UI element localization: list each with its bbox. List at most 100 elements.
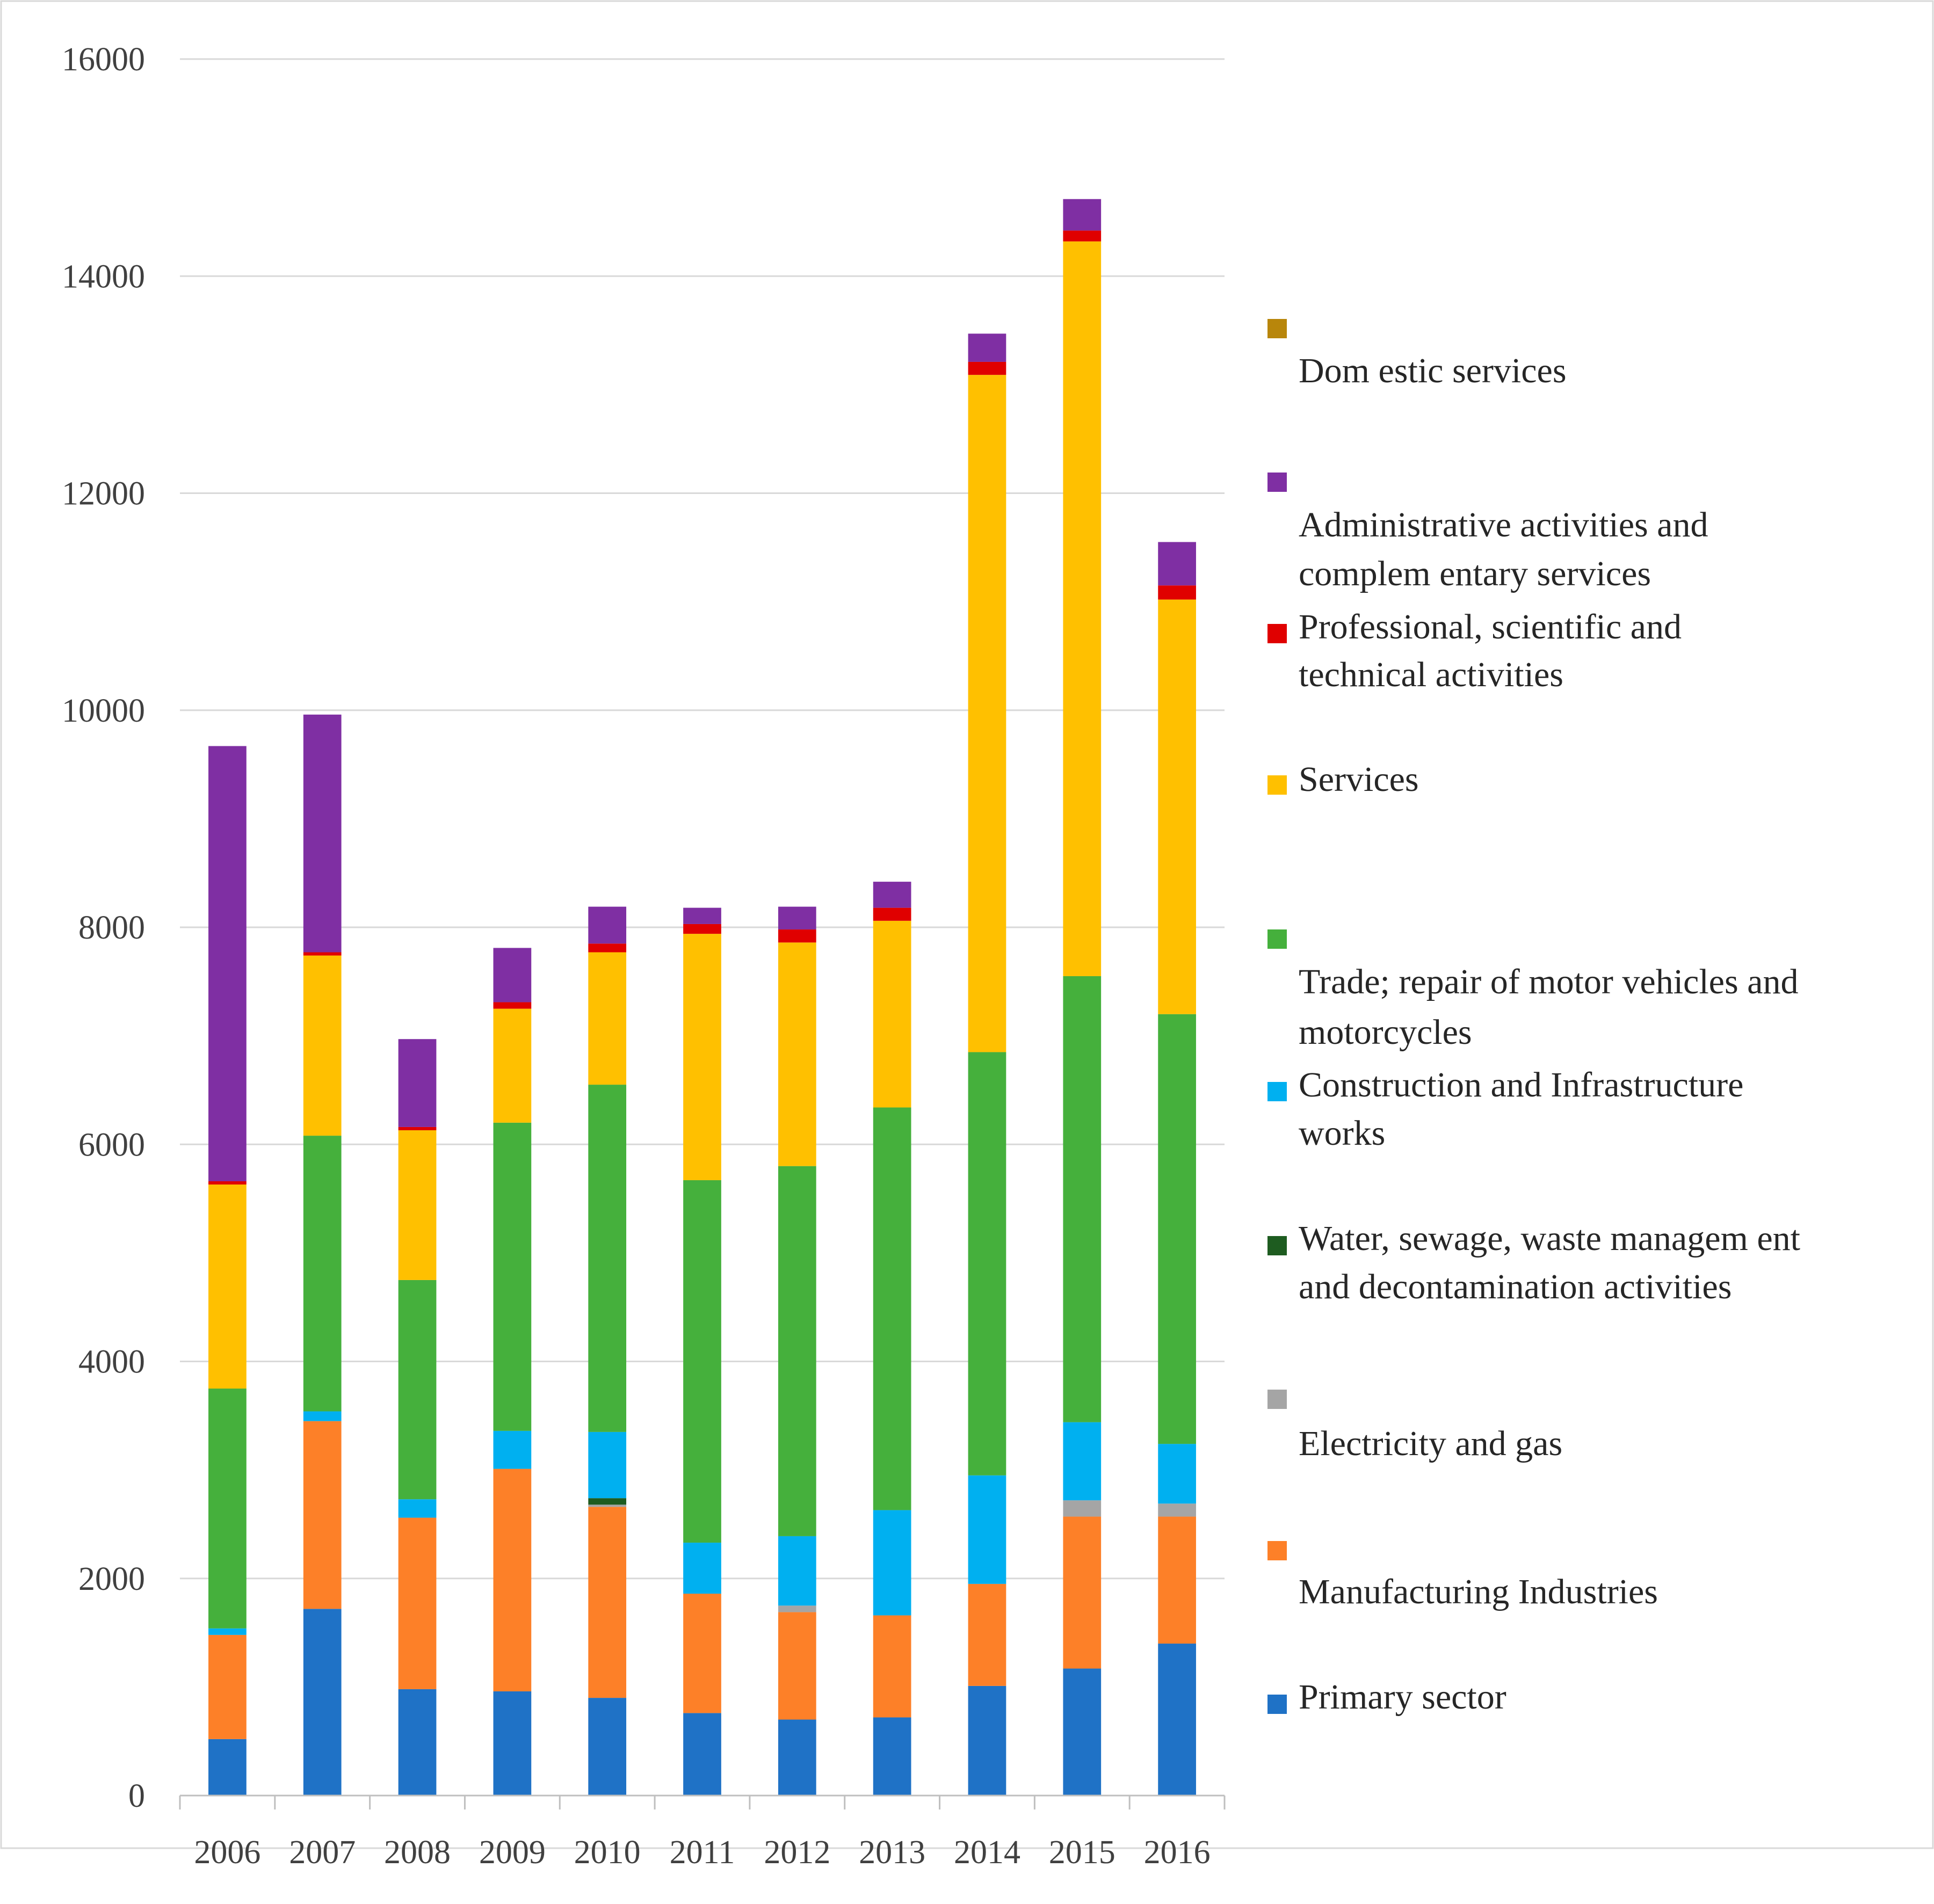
bar-segment xyxy=(588,1431,627,1499)
bar-segment xyxy=(1158,1014,1196,1444)
bar-segment xyxy=(778,1719,816,1796)
y-tick-label: 0 xyxy=(128,1778,145,1814)
x-tick-label: 2008 xyxy=(384,1834,451,1871)
bar-segment xyxy=(1063,199,1102,231)
legend-swatch xyxy=(1267,1541,1287,1560)
legend-label: Services xyxy=(1299,760,1419,799)
bar-segment xyxy=(493,1691,532,1796)
y-tick-label: 14000 xyxy=(62,258,145,295)
bar-segment xyxy=(778,906,816,930)
y-tick-label: 6000 xyxy=(78,1127,145,1163)
bar-segment xyxy=(1063,230,1102,242)
bar-segment xyxy=(968,1052,1006,1476)
x-tick-label: 2012 xyxy=(764,1834,830,1871)
bar-segment xyxy=(588,1505,627,1507)
bar-segment xyxy=(588,952,627,1085)
bar-segment xyxy=(303,714,342,953)
bar-segment xyxy=(588,1507,627,1698)
bar-segment xyxy=(588,1698,627,1796)
legend-label: Primary sector xyxy=(1299,1677,1506,1717)
bar-segment xyxy=(1158,1503,1196,1517)
bar-segment xyxy=(208,1634,247,1739)
legend-swatch xyxy=(1267,1390,1287,1409)
bar-segment xyxy=(588,1085,627,1432)
bar-segment xyxy=(398,1280,437,1500)
bar-segment xyxy=(968,375,1006,1052)
bar-segment xyxy=(398,1499,437,1518)
bar-segment xyxy=(208,1181,247,1185)
bar-segment xyxy=(968,1583,1006,1686)
legend-label: Manufacturing Industries xyxy=(1299,1572,1658,1611)
bars xyxy=(208,199,1196,1796)
bar-segment xyxy=(208,1739,247,1796)
bar-segment xyxy=(873,1107,911,1510)
bar-segment xyxy=(1063,1500,1102,1517)
bar-segment xyxy=(1158,599,1196,1014)
legend-label: complem entary services xyxy=(1299,554,1651,593)
bar-segment xyxy=(493,1002,532,1009)
y-tick-label: 2000 xyxy=(78,1561,145,1597)
y-tick-label: 10000 xyxy=(62,693,145,729)
bar-segment xyxy=(1063,1516,1102,1669)
legend-swatch xyxy=(1267,1236,1287,1255)
legend-label: Trade; repair of motor vehicles and xyxy=(1299,962,1798,1001)
bar-segment xyxy=(1063,1422,1102,1501)
legend-label: Electricity and gas xyxy=(1299,1424,1562,1463)
bar-segment xyxy=(873,1615,911,1718)
bar-segment xyxy=(683,1180,721,1543)
bar-segment xyxy=(398,1127,437,1130)
x-tick-label: 2011 xyxy=(670,1834,735,1871)
x-tick-label: 2016 xyxy=(1144,1834,1211,1871)
bar-segment xyxy=(683,1713,721,1796)
bar-segment xyxy=(588,906,627,944)
y-tick-label: 12000 xyxy=(62,476,145,512)
x-tick-label: 2014 xyxy=(954,1834,1020,1871)
bar-segment xyxy=(968,361,1006,375)
bar-segment xyxy=(683,924,721,934)
legend-label: Construction and Infrastructure xyxy=(1299,1065,1743,1104)
bar-segment xyxy=(778,929,816,943)
legend-swatch xyxy=(1267,929,1287,949)
bar-segment xyxy=(588,943,627,953)
x-tick-label: 2015 xyxy=(1049,1834,1116,1871)
legend-label: technical activities xyxy=(1299,655,1563,694)
y-tick-label: 16000 xyxy=(62,41,145,78)
legend-label: works xyxy=(1299,1114,1385,1153)
x-tick-label: 2007 xyxy=(289,1834,356,1871)
x-tick-label: 2013 xyxy=(859,1834,925,1871)
bar-segment xyxy=(398,1689,437,1796)
bar-segment xyxy=(1158,1516,1196,1644)
bar-segment xyxy=(1158,542,1196,586)
bar-segment xyxy=(208,1184,247,1389)
bar-segment xyxy=(303,1411,342,1421)
bar-segment xyxy=(873,1510,911,1616)
bar-segment xyxy=(398,1039,437,1127)
legend-swatch xyxy=(1267,775,1287,795)
bar-segment xyxy=(208,1389,247,1629)
axes: 0 2000 4000 6000 8000 10000 12000 14000 16000 200… xyxy=(62,41,1226,1871)
bar-segment xyxy=(303,1421,342,1609)
bar-segment xyxy=(208,746,247,1181)
bar-segment xyxy=(398,1130,437,1280)
legend-swatch xyxy=(1267,624,1287,643)
legend-label: Dom estic services xyxy=(1299,351,1567,390)
y-tick-label: 8000 xyxy=(78,910,145,946)
bar-segment xyxy=(968,333,1006,362)
legend-swatch xyxy=(1267,1082,1287,1101)
x-tick-label: 2010 xyxy=(574,1834,641,1871)
legend-label: and decontamination activities xyxy=(1299,1267,1732,1306)
bar-segment xyxy=(683,934,721,1180)
bar-segment xyxy=(683,1594,721,1713)
legend-label: motorcycles xyxy=(1299,1013,1472,1052)
bar-segment xyxy=(303,1609,342,1796)
bar-segment xyxy=(208,1628,247,1635)
legend-swatch xyxy=(1267,473,1287,492)
bar-segment xyxy=(1063,241,1102,976)
bar-segment xyxy=(1158,1444,1196,1504)
bar-segment xyxy=(493,948,532,1002)
bar-segment xyxy=(778,1605,816,1612)
bar-segment xyxy=(873,920,911,1108)
bar-segment xyxy=(1158,585,1196,600)
bar-segment xyxy=(778,1612,816,1720)
bar-segment xyxy=(778,1166,816,1536)
